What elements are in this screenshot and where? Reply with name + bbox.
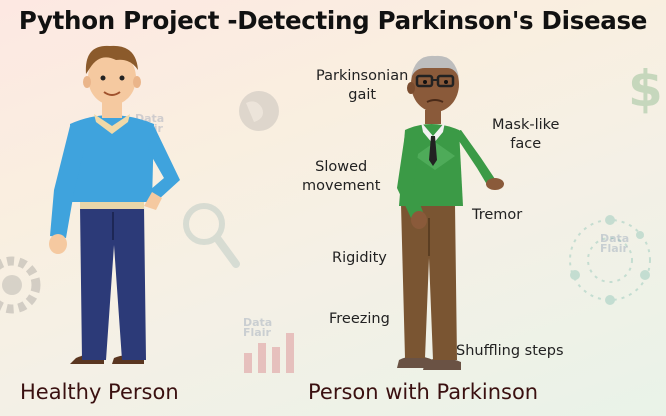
symptom-shuffling-steps: Shuffling steps (456, 343, 564, 359)
symptom-freezing: Freezing (329, 311, 390, 327)
globe-icon (239, 91, 279, 131)
dollar-icon: $ (628, 60, 663, 118)
page-title: Python Project -Detecting Parkinson's Di… (18, 6, 648, 35)
network-icon (569, 215, 651, 305)
symptom-parkinsonian-gait: Parkinsonian gait (316, 68, 409, 103)
gear-icon (0, 256, 41, 314)
bar-chart-icon (244, 333, 294, 373)
magnifier-icon (183, 203, 240, 268)
caption-person-with-parkinson: Person with Parkinson (308, 380, 539, 404)
svg-text:$: $ (628, 60, 663, 118)
symptom-mask-like-face: Mask-like face (492, 117, 560, 152)
symptom-rigidity: Rigidity (332, 250, 387, 266)
symptom-slowed-movement: Slowed movement (302, 159, 381, 194)
parkinson-person-illustration (397, 55, 504, 370)
healthy-person-illustration (49, 45, 180, 364)
symptom-tremor: Tremor (472, 207, 523, 223)
caption-healthy-person: Healthy Person (20, 380, 179, 404)
